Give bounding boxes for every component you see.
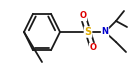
Text: S: S (84, 27, 92, 37)
Text: N: N (102, 28, 108, 36)
Text: O: O (89, 44, 97, 52)
Text: O: O (80, 12, 86, 20)
